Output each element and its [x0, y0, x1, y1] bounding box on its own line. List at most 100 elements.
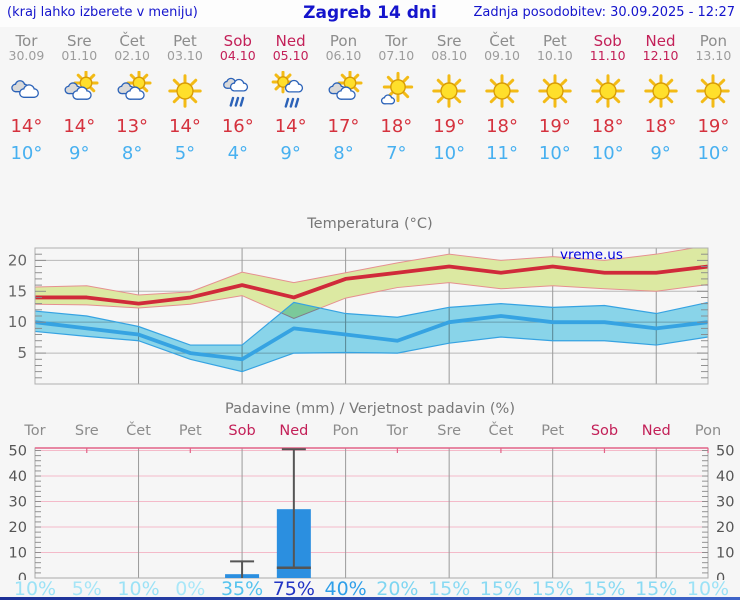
sunny-icon — [643, 74, 678, 108]
precip-probability: 10% — [13, 578, 57, 600]
max-temperature: 18° — [644, 116, 677, 137]
svg-text:40: 40 — [716, 469, 734, 485]
day-column-05.10[interactable]: Ned 05.10 14° 9° — [264, 28, 317, 170]
min-temperature: 10° — [433, 143, 466, 164]
day-column-11.10[interactable]: Sob 11.10 18° 10° — [581, 28, 634, 170]
svg-text:20: 20 — [8, 251, 27, 269]
precip-probability: 15% — [531, 578, 574, 600]
max-temperature: 19° — [433, 116, 466, 137]
day-column-01.10[interactable]: Sre 01.10 14° 9° — [53, 28, 106, 170]
cloudy-icon — [11, 80, 40, 98]
day-name: Čet — [489, 32, 515, 50]
sun-shower-icon — [271, 71, 303, 108]
day-name: Pet — [543, 32, 567, 50]
last-updated-text: Zadnja posodobitev: 30.09.2025 - 12:27 — [473, 5, 735, 20]
sunny-icon — [696, 74, 731, 108]
precip-probability: 15% — [479, 578, 523, 600]
partly-cloudy-icon — [328, 71, 364, 100]
forecast-strip: Tor 30.09 14° 10° Sre 01.10 14° 9° Čet 02.10 13° 8°… — [0, 28, 740, 170]
day-column-07.10[interactable]: Tor 07.10 18° 7° — [370, 28, 423, 170]
day-column-04.10[interactable]: Sob 04.10 16° 4° — [211, 28, 264, 170]
svg-text:0: 0 — [18, 571, 27, 580]
precipitation-chart: 0 0 10 10 20 20 30 30 40 40 50 50 — [9, 444, 735, 580]
day-date: 01.10 — [61, 48, 98, 63]
svg-text:20: 20 — [9, 520, 27, 536]
sunny-icon — [432, 74, 466, 108]
precip-day-label: Sre — [437, 423, 462, 439]
svg-text:20: 20 — [716, 520, 734, 536]
day-date: 02.10 — [114, 48, 150, 63]
min-temperature: 4° — [227, 143, 249, 164]
min-temperature: 10° — [10, 143, 43, 164]
svg-text:10: 10 — [716, 546, 734, 562]
day-column-06.10[interactable]: Pon 06.10 17° 8° — [317, 28, 370, 170]
precip-day-label: Pet — [178, 423, 202, 439]
precip-probability: 15% — [635, 578, 678, 600]
svg-text:50: 50 — [9, 444, 27, 460]
precip-probability: 0% — [175, 578, 206, 600]
max-temperature: 13° — [116, 116, 149, 137]
max-temperature: 19° — [538, 116, 571, 137]
precip-probability: 40% — [324, 578, 367, 600]
min-temperature: 10° — [591, 143, 624, 164]
day-column-30.09[interactable]: Tor 30.09 14° 10° — [0, 28, 53, 170]
precip-probability: 15% — [583, 578, 626, 600]
day-date: 07.10 — [378, 48, 415, 63]
max-temperature: 18° — [591, 116, 624, 137]
min-temperature: 11° — [486, 143, 518, 164]
day-date: 12.10 — [642, 48, 679, 63]
day-name: Ned — [645, 32, 676, 50]
svg-text:40: 40 — [9, 469, 27, 485]
precip-probability: 10% — [117, 578, 160, 600]
min-temperature: 5° — [174, 143, 196, 164]
day-column-03.10[interactable]: Pet 03.10 14° 5° — [159, 28, 212, 170]
precip-day-label: Pon — [332, 423, 359, 439]
svg-text:0: 0 — [716, 571, 725, 580]
precip-day-label: Ned — [279, 423, 309, 439]
precip-probability: 15% — [428, 578, 471, 600]
mostly-sunny-icon — [381, 71, 414, 105]
max-temperature: 14° — [10, 116, 43, 137]
partly-cloudy-icon — [64, 71, 99, 100]
rain-icon — [222, 77, 248, 107]
menu-hint-text: (kraj lahko izberete v meniju) — [7, 5, 198, 20]
svg-text:50: 50 — [716, 444, 734, 460]
day-name: Tor — [15, 32, 38, 50]
day-column-02.10[interactable]: Čet 02.10 13° 8° — [106, 28, 159, 170]
precip-day-label: Ned — [641, 423, 671, 439]
min-temperature: 9° — [280, 143, 301, 164]
day-date: 11.10 — [589, 48, 626, 63]
day-column-09.10[interactable]: Čet 09.10 18° 11° — [476, 28, 529, 170]
min-temperature: 10° — [697, 143, 730, 164]
precip-day-label: Sre — [74, 423, 99, 439]
day-name: Pon — [699, 32, 727, 50]
svg-text:15: 15 — [8, 282, 27, 300]
max-temperature: 19° — [697, 116, 730, 137]
day-name: Sob — [593, 32, 622, 50]
svg-text:10: 10 — [9, 546, 27, 562]
sunny-icon — [485, 74, 519, 108]
page-title: Zagreb 14 dni — [303, 3, 437, 23]
watermark-link[interactable]: vreme.us — [560, 247, 623, 263]
day-name: Sre — [66, 32, 92, 50]
max-temperature: 16° — [221, 116, 254, 137]
max-temperature: 17° — [327, 116, 360, 137]
footer-strip — [0, 597, 740, 600]
day-column-08.10[interactable]: Sre 08.10 19° 10° — [423, 28, 476, 170]
svg-text:5: 5 — [17, 344, 27, 362]
precip-day-label: Tor — [386, 423, 408, 439]
sunny-icon — [168, 74, 202, 108]
day-column-10.10[interactable]: Pet 10.10 19° 10° — [528, 28, 581, 170]
day-date: 04.10 — [219, 48, 256, 63]
partly-cloudy-icon — [117, 71, 152, 100]
sunny-icon — [538, 74, 572, 108]
day-date: 30.09 — [8, 48, 45, 63]
precip-day-label: Pon — [694, 423, 722, 439]
precip-probability: 75% — [272, 578, 315, 600]
day-column-13.10[interactable]: Pon 13.10 19° 10° — [687, 28, 740, 170]
sunny-icon — [591, 74, 625, 108]
min-temperature: 8° — [121, 143, 143, 164]
max-temperature: 18° — [380, 116, 413, 137]
min-temperature: 9° — [69, 143, 90, 164]
day-column-12.10[interactable]: Ned 12.10 18° 9° — [634, 28, 687, 170]
